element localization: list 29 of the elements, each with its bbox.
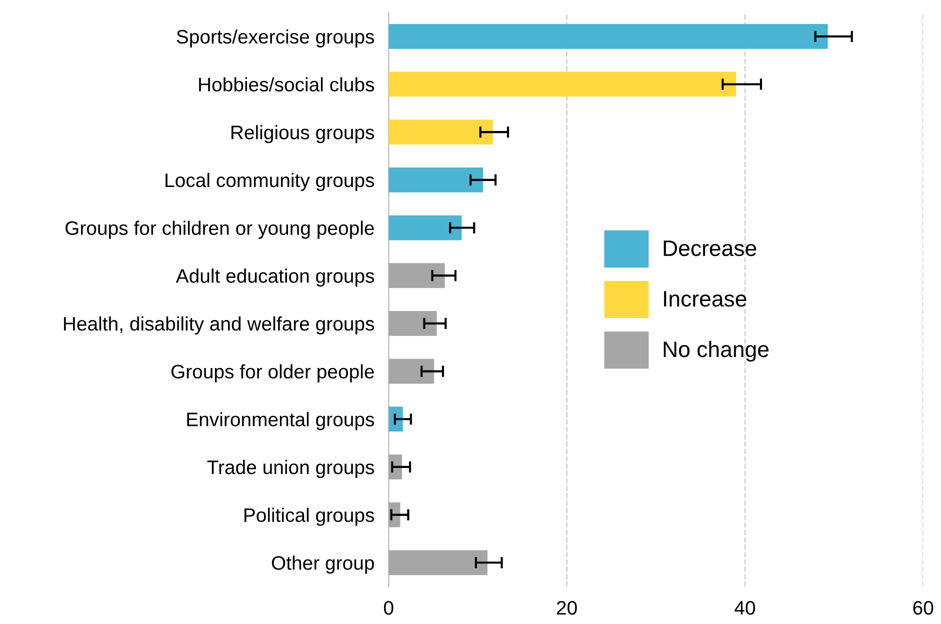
bar bbox=[388, 358, 434, 384]
y-tick-label: Local community groups bbox=[166, 172, 374, 191]
legend-label: Increase bbox=[664, 291, 746, 307]
y-tick-label: Political groups bbox=[244, 508, 374, 526]
legend-label: Decrease bbox=[664, 240, 756, 256]
bar bbox=[388, 406, 403, 432]
bar bbox=[388, 167, 484, 192]
bar bbox=[388, 24, 828, 49]
y-tick-label: Health, disability and welfare groups bbox=[64, 316, 374, 335]
bar bbox=[388, 311, 437, 336]
y-tick-label: Environmental groups bbox=[187, 412, 374, 430]
bar bbox=[388, 72, 736, 97]
bar bbox=[388, 263, 445, 288]
x-tick-label: 60 bbox=[913, 600, 934, 615]
y-tick-label: Other group bbox=[272, 556, 374, 574]
y-tick-label: Trade union groups bbox=[207, 460, 374, 478]
x-tick-label: 20 bbox=[556, 600, 577, 615]
y-tick-label: Groups for older people bbox=[171, 364, 374, 382]
y-tick-label: Groups for children or young people bbox=[66, 220, 374, 239]
bar bbox=[388, 215, 462, 240]
y-tick-label: Hobbies/social clubs bbox=[199, 77, 374, 92]
y-tick-label: Sports/exercise groups bbox=[176, 29, 374, 48]
bar bbox=[388, 120, 493, 145]
bar bbox=[388, 550, 488, 576]
x-tick-label: 0 bbox=[384, 600, 394, 615]
legend-label: No change bbox=[664, 340, 769, 362]
x-tick-label: 40 bbox=[734, 600, 756, 615]
y-tick-label: Adult education groups bbox=[176, 268, 374, 287]
y-tick-label: Religious groups bbox=[232, 125, 374, 144]
